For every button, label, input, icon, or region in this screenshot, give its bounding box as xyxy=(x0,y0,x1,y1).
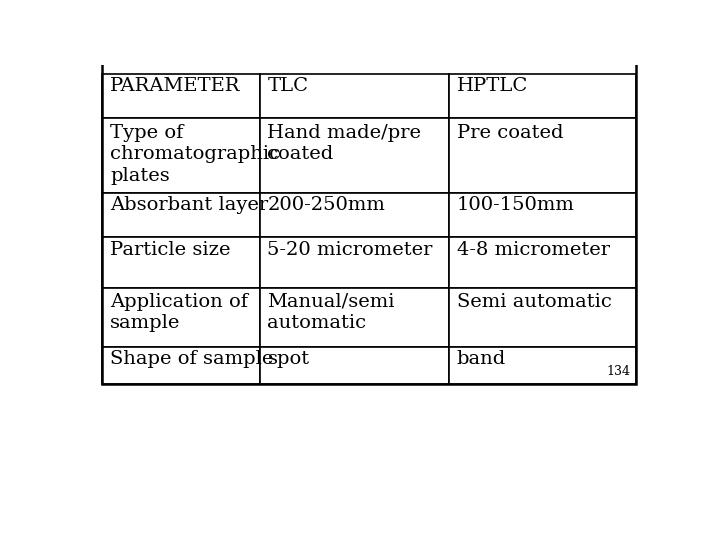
Bar xyxy=(449,118,636,193)
Text: Hand made/pre
coated: Hand made/pre coated xyxy=(267,124,421,164)
Bar xyxy=(102,347,260,384)
Text: band: band xyxy=(456,350,506,368)
Bar xyxy=(102,237,260,288)
Bar xyxy=(102,193,260,237)
Bar xyxy=(260,347,449,384)
Text: Semi automatic: Semi automatic xyxy=(456,293,612,311)
Bar xyxy=(449,193,636,237)
Text: 4-8 micrometer: 4-8 micrometer xyxy=(456,241,610,259)
Bar xyxy=(260,288,449,347)
Text: Type of
chromatographic
plates: Type of chromatographic plates xyxy=(110,124,280,185)
Text: TLC: TLC xyxy=(267,77,308,96)
Text: Application of
sample: Application of sample xyxy=(110,293,248,333)
Text: 134: 134 xyxy=(606,364,630,377)
Bar xyxy=(449,74,636,118)
Bar xyxy=(449,237,636,288)
Text: 200-250mm: 200-250mm xyxy=(267,196,385,214)
Text: Pre coated: Pre coated xyxy=(456,124,563,142)
Bar xyxy=(260,193,449,237)
Text: Absorbant layer: Absorbant layer xyxy=(110,196,269,214)
Bar xyxy=(260,118,449,193)
Text: 5-20 micrometer: 5-20 micrometer xyxy=(267,241,433,259)
Bar xyxy=(260,74,449,118)
Text: 100-150mm: 100-150mm xyxy=(456,196,575,214)
Bar xyxy=(102,288,260,347)
Bar xyxy=(449,288,636,347)
Text: spot: spot xyxy=(267,350,310,368)
Bar xyxy=(102,118,260,193)
Text: Manual/semi
automatic: Manual/semi automatic xyxy=(267,293,395,333)
Bar xyxy=(449,347,636,384)
Bar xyxy=(260,237,449,288)
Text: HPTLC: HPTLC xyxy=(456,77,528,96)
Text: Particle size: Particle size xyxy=(110,241,230,259)
Text: Shape of sample: Shape of sample xyxy=(110,350,274,368)
Bar xyxy=(102,74,260,118)
Text: PARAMETER: PARAMETER xyxy=(110,77,240,96)
